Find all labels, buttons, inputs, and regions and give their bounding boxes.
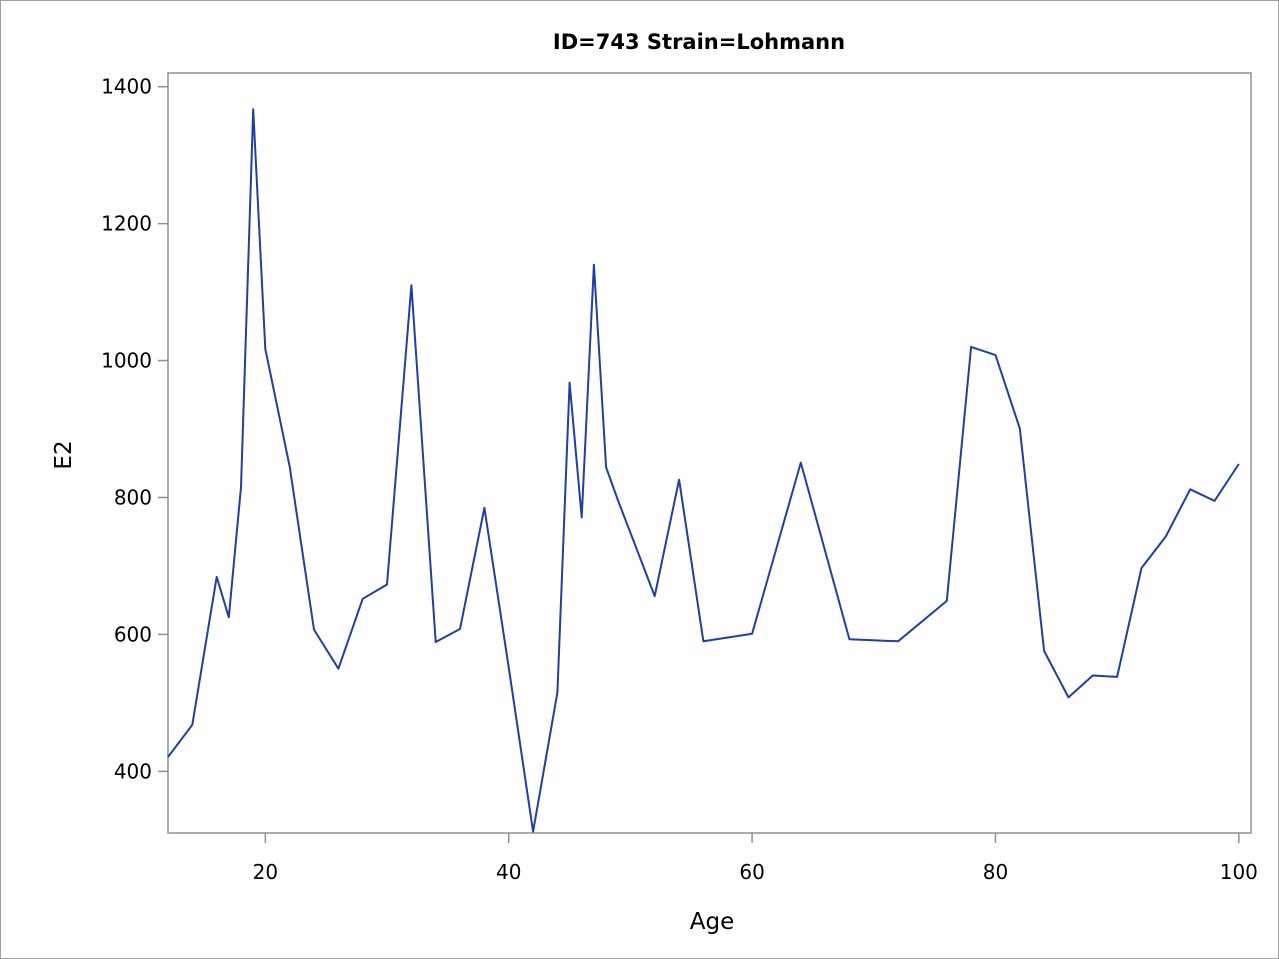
x-tick-label: 40 <box>496 860 521 884</box>
x-tick-label: 20 <box>253 860 278 884</box>
x-tick-label: 80 <box>983 860 1008 884</box>
y-tick-label: 1000 <box>101 349 152 373</box>
x-axis-label: Age <box>690 909 734 935</box>
y-tick-label: 800 <box>114 486 152 510</box>
series-line <box>167 108 1240 833</box>
y-tick-label: 1400 <box>101 75 152 99</box>
y-axis-ticks: 400 600 800 1000 1200 1400 <box>101 75 168 783</box>
x-axis-ticks: 20 40 60 80 100 <box>253 833 1258 884</box>
x-tick-label: 100 <box>1220 860 1258 884</box>
y-axis-label: E2 <box>51 440 77 469</box>
y-tick-label: 600 <box>114 622 152 646</box>
chart-title: ID=743 Strain=Lohmann <box>553 30 845 54</box>
plot-area <box>167 72 1252 834</box>
y-tick-label: 1200 <box>101 212 152 236</box>
x-tick-label: 60 <box>739 860 764 884</box>
y-tick-label: 400 <box>114 759 152 783</box>
